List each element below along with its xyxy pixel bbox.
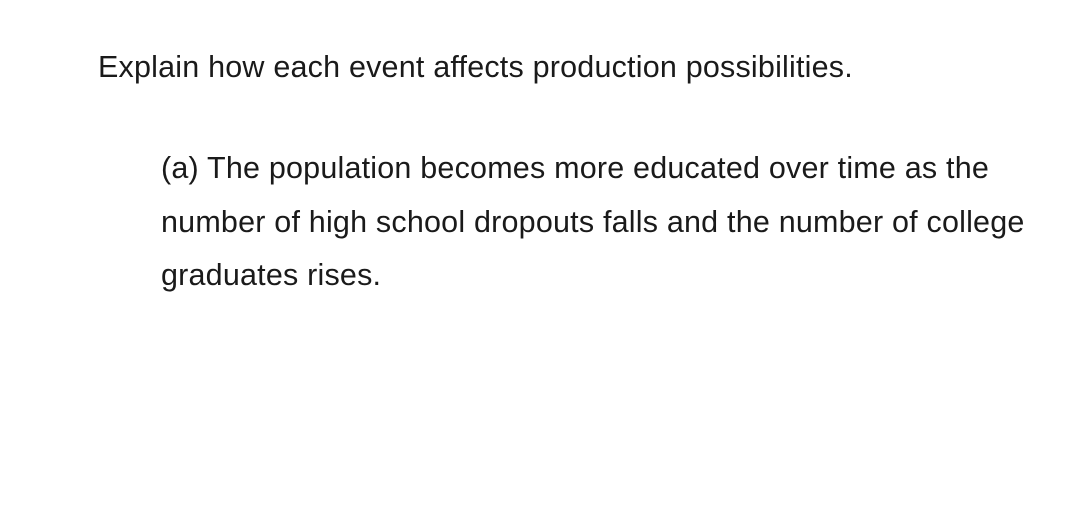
question-stem: Explain how each event affects productio… [98,42,978,92]
question-part-a: (a) The population becomes more educated… [161,142,1040,302]
